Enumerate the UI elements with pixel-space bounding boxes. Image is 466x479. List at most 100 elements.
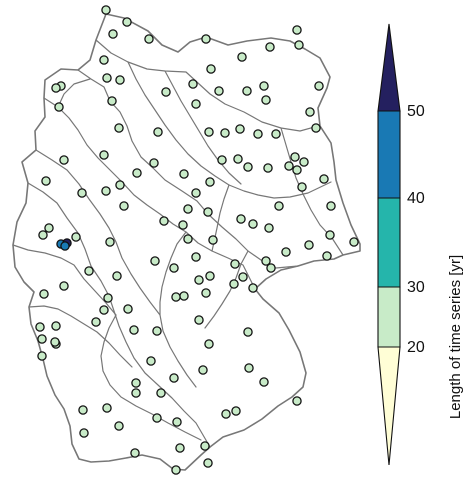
legend-tick-label: 40: [407, 190, 425, 207]
station-marker: [322, 251, 332, 261]
station-marker: [292, 165, 302, 175]
station-marker: [326, 201, 336, 211]
station-marker: [50, 337, 60, 347]
legend-band-20-30: [377, 286, 401, 348]
station-marker: [248, 283, 258, 293]
station-marker: [99, 150, 109, 160]
station-marker: [41, 176, 51, 186]
station-marker: [319, 174, 329, 184]
legend: 20 30 40 50 Length of time series [yr]: [377, 23, 464, 466]
station-marker: [131, 378, 141, 388]
station-marker: [311, 123, 321, 133]
station-marker: [237, 52, 247, 62]
station-marker: [99, 55, 109, 65]
legend-colorbar: 20 30 40 50: [377, 23, 425, 466]
station-marker: [119, 201, 129, 211]
legend-tick-label: 30: [407, 279, 425, 296]
station-marker: [122, 17, 132, 27]
station-marker: [233, 154, 243, 164]
station-marker: [236, 214, 246, 224]
station-marker: [230, 259, 240, 269]
station-marker: [261, 95, 271, 105]
station-marker: [221, 409, 231, 419]
station-marker: [123, 304, 133, 314]
station-marker: [91, 317, 101, 327]
station-marker: [38, 230, 48, 240]
station-marker: [274, 201, 284, 211]
legend-tick-label: 50: [407, 103, 425, 120]
station-marker: [214, 86, 224, 96]
station-marker: [191, 188, 201, 198]
station-marker: [99, 305, 109, 315]
station-marker: [130, 448, 140, 458]
station-marker: [314, 81, 324, 91]
station-marker: [205, 177, 215, 187]
station-marker: [71, 232, 81, 242]
station-marker: [220, 128, 230, 138]
station-marker: [304, 240, 314, 250]
station-marker: [51, 321, 61, 331]
station-marker: [171, 465, 181, 475]
station-marker: [101, 186, 111, 196]
station-marker: [171, 292, 181, 302]
station-marker: [203, 207, 213, 217]
station-marker: [284, 161, 294, 171]
station-marker: [179, 169, 189, 179]
station-marker: [231, 406, 241, 416]
station-marker: [183, 204, 193, 214]
station-marker: [102, 403, 112, 413]
legend-title: Length of time series [yr]: [447, 255, 464, 419]
station-marker: [51, 83, 61, 93]
station-marker: [198, 365, 208, 375]
station-marker: [261, 256, 271, 266]
station-marker: [188, 79, 198, 89]
station-marker: [290, 152, 300, 162]
station-marker: [259, 377, 269, 387]
station-marker: [191, 252, 201, 262]
station-marker: [349, 237, 359, 247]
station-marker: [238, 272, 248, 282]
station-marker: [44, 223, 54, 233]
station-marker: [194, 275, 204, 285]
station-marker: [172, 417, 182, 427]
station-marker: [153, 127, 163, 137]
station-marker: [78, 405, 88, 415]
station-marker: [178, 220, 188, 230]
station-marker: [243, 162, 253, 172]
station-marker: [281, 247, 291, 257]
station-marker: [144, 34, 154, 44]
station-marker: [114, 421, 124, 431]
station-marker: [103, 293, 113, 303]
station-marker: [54, 102, 64, 112]
station-marker: [242, 86, 252, 96]
station-marker: [325, 230, 335, 240]
station-marker: [37, 334, 47, 344]
station-marker: [161, 87, 171, 97]
station-marker: [200, 441, 210, 451]
station-marker: [229, 279, 239, 289]
station-marker: [129, 325, 139, 335]
legend-band-upper-arrow: [377, 23, 401, 112]
station-marker: [152, 413, 162, 423]
station-marker: [271, 129, 281, 139]
legend-band-lower-arrow: [377, 346, 401, 466]
station-marker: [102, 73, 112, 83]
station-marker: [294, 40, 304, 50]
station-marker: [204, 339, 214, 349]
station-marker: [131, 388, 141, 398]
station-marker: [266, 263, 276, 273]
station-marker: [84, 266, 94, 276]
station-marker: [305, 107, 315, 117]
station-marker: [115, 180, 125, 190]
map-panel: [12, 5, 361, 475]
station-marker: [191, 99, 201, 109]
station-marker: [37, 351, 47, 361]
station-marker: [179, 291, 189, 301]
station-marker: [114, 123, 124, 133]
station-marker: [39, 289, 49, 299]
station-marker: [244, 363, 254, 373]
germany-outline: [12, 13, 361, 471]
station-marker: [60, 241, 70, 251]
